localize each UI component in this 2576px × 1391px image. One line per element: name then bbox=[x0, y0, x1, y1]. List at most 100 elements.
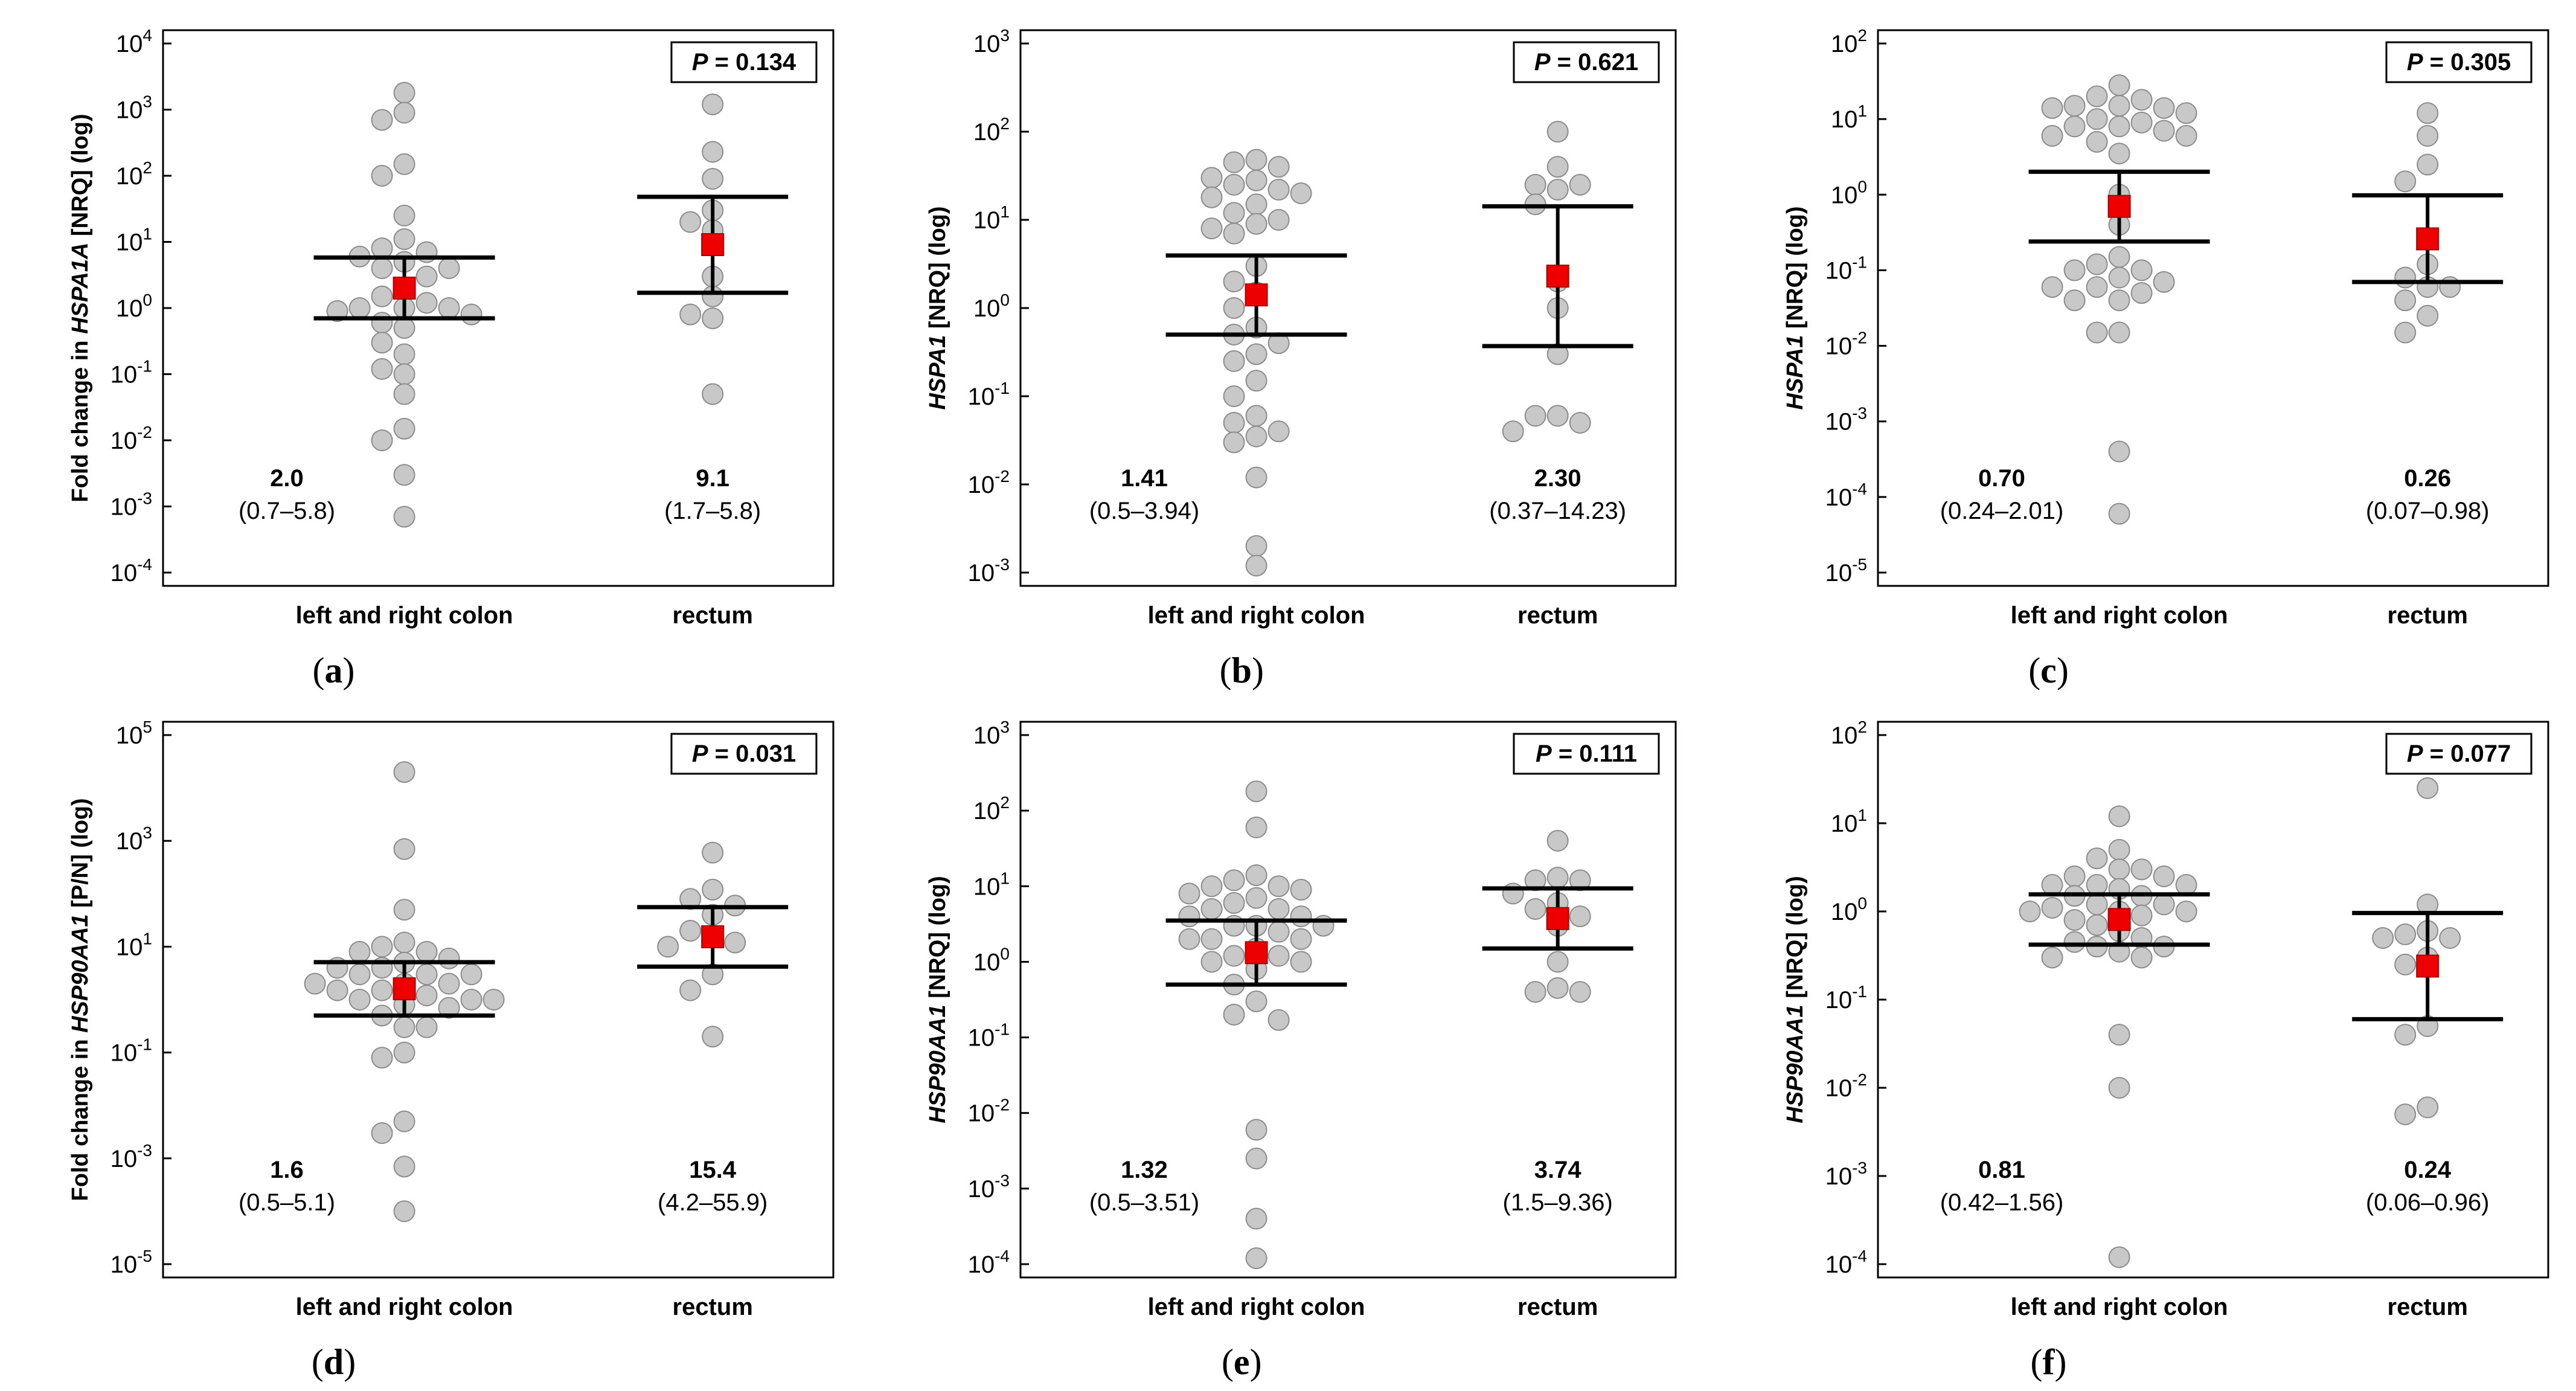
y-tick-label: 10-2 bbox=[1825, 1070, 1867, 1102]
data-point bbox=[1245, 780, 1267, 803]
data-point bbox=[1569, 981, 1591, 1003]
data-point bbox=[2019, 901, 2041, 922]
data-point bbox=[1546, 156, 1569, 178]
data-point bbox=[679, 211, 702, 233]
data-point bbox=[415, 963, 438, 986]
data-point bbox=[482, 989, 505, 1010]
iqr-range-label: (0.5–3.51) bbox=[1089, 1189, 1199, 1216]
data-point bbox=[2130, 858, 2153, 881]
data-point bbox=[1524, 981, 1546, 1003]
data-point bbox=[702, 141, 724, 163]
data-point bbox=[393, 1016, 415, 1038]
data-point bbox=[2108, 858, 2130, 881]
data-point bbox=[679, 303, 702, 326]
y-tick-label: 103 bbox=[116, 823, 152, 855]
median-value-label: 0.70 bbox=[1978, 465, 2025, 492]
data-point bbox=[460, 303, 482, 326]
data-point bbox=[2108, 143, 2130, 165]
panel-a: 10-4 10-3 10-2 10-1 100 101 102 103 104 Fold chan… bbox=[68, 26, 835, 690]
data-point bbox=[1245, 990, 1267, 1012]
data-point bbox=[1223, 869, 1245, 891]
data-point bbox=[1200, 928, 1223, 950]
y-tick-label: 101 bbox=[116, 225, 152, 256]
data-point bbox=[2041, 946, 2063, 969]
data-point bbox=[1245, 864, 1267, 886]
data-point bbox=[1267, 179, 1290, 201]
data-point bbox=[2086, 914, 2108, 936]
y-tick-label: 10-3 bbox=[111, 1141, 152, 1172]
data-point bbox=[679, 979, 702, 1001]
data-point bbox=[1546, 405, 1569, 427]
data-point bbox=[2108, 74, 2130, 97]
data-point bbox=[393, 1200, 415, 1222]
group-colon: 1.32 (0.5–3.51) bbox=[1089, 780, 1347, 1270]
p-value-box bbox=[670, 41, 818, 83]
p-value-label: P = 0.031 bbox=[692, 740, 796, 767]
y-tick-label: 10-2 bbox=[111, 423, 152, 454]
y-tick-label: 10-1 bbox=[1825, 252, 1867, 284]
data-point bbox=[1245, 1247, 1267, 1270]
data-point bbox=[2108, 503, 2130, 525]
data-point bbox=[1245, 535, 1267, 557]
data-point bbox=[348, 963, 371, 986]
data-point bbox=[1223, 222, 1245, 245]
data-point bbox=[1223, 350, 1245, 372]
data-point bbox=[348, 297, 371, 319]
y-tick-label: 101 bbox=[973, 202, 1010, 234]
y-tick-label: 102 bbox=[116, 158, 152, 190]
category-label: left and right colon bbox=[296, 1294, 513, 1320]
data-point bbox=[2063, 259, 2086, 281]
group-rectum: 3.74 (1.5–9.36) bbox=[1482, 829, 1633, 1216]
median-value-label: 9.1 bbox=[696, 465, 729, 492]
data-point bbox=[1245, 466, 1267, 489]
data-point bbox=[1245, 1119, 1267, 1141]
data-point bbox=[1178, 928, 1200, 950]
data-point bbox=[393, 101, 415, 124]
data-point bbox=[1245, 343, 1267, 365]
data-point bbox=[393, 838, 415, 860]
y-tick-label: 104 bbox=[116, 26, 152, 57]
category-label: left and right colon bbox=[2011, 1294, 2228, 1320]
y-tick-label: 10-5 bbox=[1825, 555, 1867, 586]
data-point bbox=[2175, 124, 2197, 147]
data-point bbox=[2108, 266, 2130, 289]
data-point bbox=[371, 1122, 393, 1145]
p-value-box bbox=[2385, 733, 2533, 775]
iqr-range-label: (1.5–9.36) bbox=[1503, 1189, 1613, 1216]
category-label: left and right colon bbox=[296, 602, 513, 629]
data-point bbox=[2130, 946, 2153, 969]
category-label: rectum bbox=[673, 602, 753, 629]
data-point bbox=[702, 841, 724, 864]
y-tick-label: 10-1 bbox=[111, 357, 152, 388]
data-point bbox=[702, 383, 724, 405]
data-point bbox=[2041, 896, 2063, 919]
data-point bbox=[393, 761, 415, 783]
data-point bbox=[2108, 246, 2130, 268]
data-point bbox=[2417, 1096, 2439, 1119]
y-tick-label: 10-1 bbox=[968, 1020, 1010, 1052]
category-label: rectum bbox=[2388, 1294, 2468, 1320]
y-axis-label: HSPA1 [NRQ] (log) bbox=[925, 206, 950, 410]
data-point bbox=[1267, 920, 1290, 943]
y-tick-label: 10-2 bbox=[968, 467, 1010, 498]
panel-f: 10-4 10-3 10-2 10-1 100 101 102 HSP90AA1 [NRQ] … bbox=[1783, 718, 2549, 1382]
y-tick-label: 100 bbox=[116, 291, 152, 322]
y-tick-label: 102 bbox=[1831, 26, 1867, 57]
data-point bbox=[371, 285, 393, 307]
data-point bbox=[371, 312, 393, 334]
data-point bbox=[1546, 977, 1569, 999]
data-point bbox=[393, 417, 415, 440]
data-point bbox=[2394, 321, 2417, 344]
group-rectum: 0.24 (0.06–0.96) bbox=[2352, 777, 2504, 1216]
data-point bbox=[2108, 1024, 2130, 1046]
data-point bbox=[415, 265, 438, 288]
panel-d: 10-5 10-3 10-1 101 103 105 Fold change in HSP9… bbox=[68, 718, 835, 1382]
data-point bbox=[1502, 420, 1524, 443]
data-point bbox=[2175, 102, 2197, 124]
data-point bbox=[2086, 85, 2108, 108]
data-point bbox=[2063, 865, 2086, 887]
data-point bbox=[2086, 108, 2108, 130]
data-point bbox=[1245, 370, 1267, 392]
data-point bbox=[657, 936, 679, 958]
